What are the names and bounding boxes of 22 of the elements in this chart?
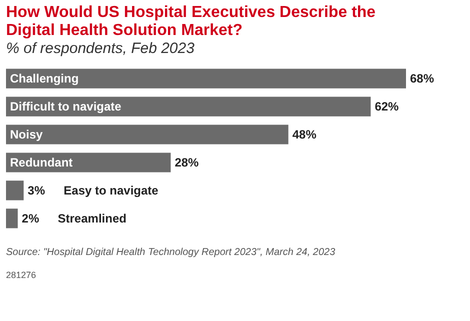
- text: 281276: [6, 270, 36, 280]
- data-label: 48%: [292, 128, 317, 142]
- data-label: 62%: [374, 100, 400, 114]
- data-label: 2%: [22, 211, 40, 226]
- bar: [6, 124, 288, 144]
- y-tick-label: Difficult to navigate: [10, 100, 122, 114]
- y-tick-label: Noisy: [10, 128, 44, 142]
- bar: [6, 208, 18, 228]
- bar: [6, 68, 406, 88]
- y-tick-label: Easy to navigate: [64, 183, 159, 198]
- source-note: Source: "Hospital Digital Health Technology Report 2023", March 24, 2023: [6, 247, 336, 258]
- y-tick-label: Challenging: [10, 72, 79, 86]
- y-tick-label: Streamlined: [58, 211, 126, 226]
- bar: [6, 96, 371, 116]
- chart-title: How Would US Hospital Executives Describe the Digital Health Solution Market?: [6, 4, 376, 39]
- data-label: 3%: [28, 183, 46, 198]
- data-label: 68%: [410, 72, 434, 86]
- data-label: 28%: [174, 155, 200, 170]
- bar: [6, 180, 24, 200]
- bar: [6, 152, 171, 172]
- chart-subtitle: % of respondents, Feb 2023: [6, 40, 196, 57]
- y-tick-label: Redundant: [10, 155, 73, 170]
